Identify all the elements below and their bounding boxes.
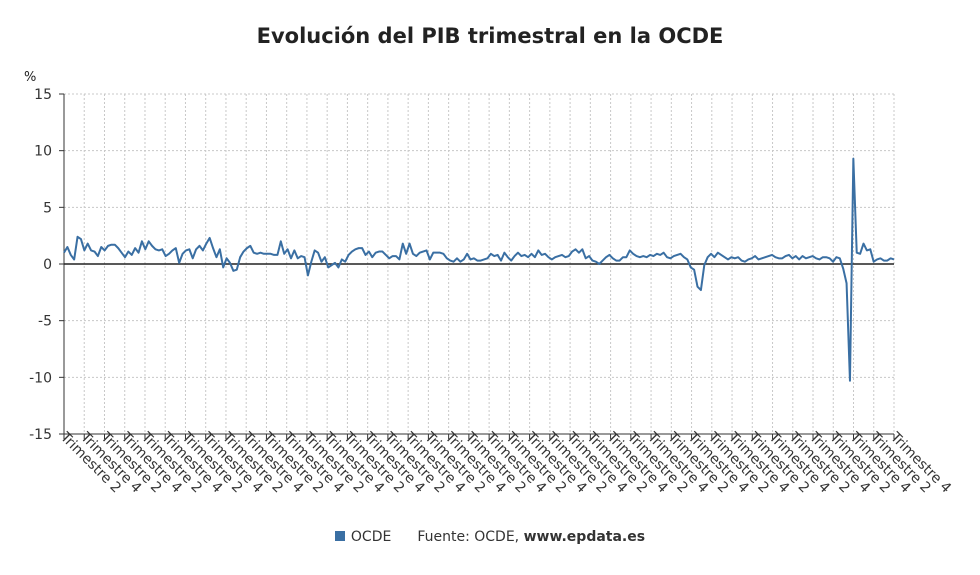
y-tick-label: -10 — [29, 370, 52, 386]
y-tick-label: 15 — [34, 87, 52, 103]
y-tick-label: -5 — [38, 314, 52, 330]
series-layer — [63, 157, 895, 382]
series-line-ocde — [63, 157, 895, 382]
source-site: www.epdata.es — [523, 529, 646, 545]
y-axis-unit-label: % — [24, 70, 36, 85]
axis-layer — [59, 93, 895, 439]
y-tick-labels: 15 10 5 0 -5 -10 -15 — [29, 87, 52, 443]
y-tick-label: 0 — [43, 257, 52, 273]
source-prefix: Fuente: OCDE, — [417, 529, 520, 545]
y-tick-label: 10 — [34, 144, 52, 160]
legend: OCDE Fuente: OCDE, www.epdata.es — [0, 529, 980, 545]
y-tick-label: -15 — [29, 427, 52, 443]
chart-title: Evolución del PIB trimestral en la OCDE — [256, 24, 724, 48]
legend-label-ocde: OCDE — [350, 529, 392, 545]
y-tick-label: 5 — [43, 200, 52, 216]
legend-swatch-ocde — [334, 531, 345, 541]
